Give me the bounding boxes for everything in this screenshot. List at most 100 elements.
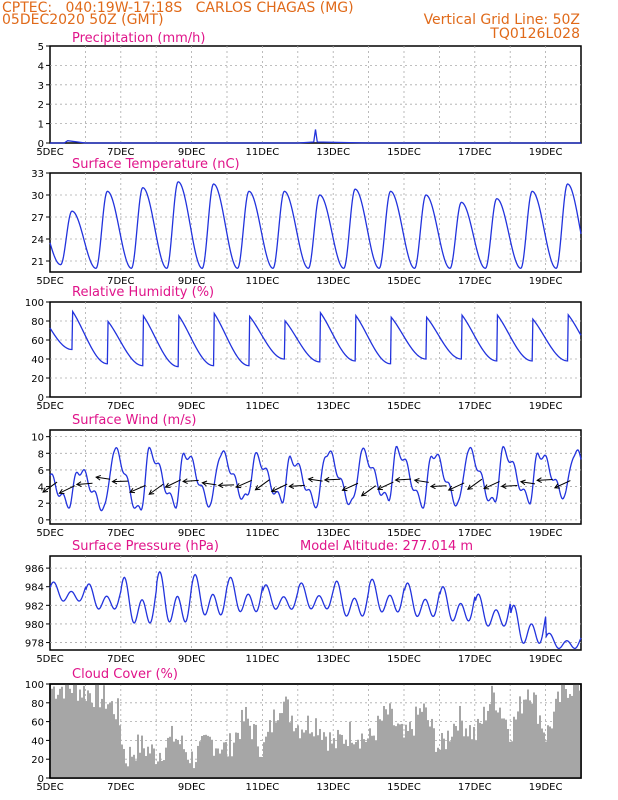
cloud-bar [383, 705, 385, 778]
cloud-bar [363, 739, 365, 778]
cloud-bar [455, 726, 457, 778]
cloud-bar [377, 715, 379, 778]
cloud-xtick-label: 15DEC [387, 782, 421, 793]
cloud-bar [517, 711, 519, 778]
cloud-bar [345, 739, 347, 778]
pres-ytick-label: 978 [25, 639, 44, 650]
cloud-bar [359, 748, 361, 778]
cloud-bar [65, 684, 67, 778]
cloud-bar [379, 719, 381, 778]
cloud-bar [193, 768, 195, 778]
temp-series-line [49, 181, 582, 270]
cloud-bar [343, 743, 345, 778]
cloud-bar [293, 731, 295, 778]
cloud-bar [211, 739, 213, 778]
precip-xtick-label: 15DEC [387, 147, 421, 158]
cloud-bar [565, 689, 567, 778]
cloud-bar [387, 714, 389, 778]
cloud-bar [231, 756, 233, 778]
cloud-bar [327, 750, 329, 778]
cloud-bar [265, 736, 267, 778]
cloud-bar [167, 737, 169, 778]
cloud-bar [187, 759, 189, 778]
cloud-bar [341, 734, 343, 778]
precip-title: Precipitation (mm/h) [72, 31, 205, 46]
cloud-bar [503, 718, 505, 778]
cloud-bar [473, 727, 475, 778]
cloud-bar [331, 743, 333, 778]
cloud-bar [255, 724, 257, 778]
cloud-bar [427, 720, 429, 778]
rh-ytick-label: 0 [38, 393, 44, 404]
pres-title: Surface Pressure (hPa) [72, 539, 219, 554]
wind-arrow [554, 480, 571, 489]
cloud-bar [335, 748, 337, 778]
cloud-bar [529, 700, 531, 778]
cloud-xtick-label: 9DEC [178, 782, 205, 793]
wind-arrow-head [376, 484, 383, 491]
cloud-bar [273, 709, 275, 778]
cloud-bar [221, 749, 223, 778]
cloud-bar [189, 763, 191, 778]
cloud-bar [243, 721, 245, 778]
cloud-bar [559, 702, 561, 778]
wind-arrow-head [519, 479, 526, 486]
cloud-bar [295, 728, 297, 778]
cloud-bar [195, 762, 197, 778]
cloud-bar [111, 701, 113, 778]
wind-ytick-label: 4 [38, 483, 44, 494]
cloud-bar [487, 710, 489, 778]
wind-arrow [289, 484, 305, 487]
wind-arrow-head [553, 483, 560, 489]
wind-arrow [483, 480, 500, 490]
cloud-ytick-label: 100 [25, 680, 44, 691]
temp-xtick-label: 13DEC [316, 276, 350, 287]
cloud-bar [507, 728, 509, 778]
cloud-bar [259, 756, 261, 778]
cloud-bar [117, 698, 119, 778]
wind-arrow-head [148, 489, 155, 495]
rh-frame [49, 301, 582, 398]
cloud-bar [159, 752, 161, 778]
cloud-bar [445, 749, 447, 778]
cloud-bar [277, 720, 279, 778]
wind-arrow [148, 483, 164, 495]
wind-arrow-head [129, 487, 136, 494]
cloud-bar [183, 749, 185, 778]
cloud-bar [443, 738, 445, 778]
cloud-bar [477, 718, 479, 778]
cloud-xtick-label: 7DEC [107, 782, 134, 793]
cloud-bar [149, 753, 151, 778]
cloud-xtick-label: 5DEC [36, 782, 63, 793]
cloud-bar [479, 722, 481, 778]
temp-xtick-label: 5DEC [36, 276, 63, 287]
cloud-ytick-label: 20 [31, 755, 44, 766]
cloud-bar [181, 735, 183, 778]
cloud-bar [133, 754, 135, 778]
precip-xtick-label: 5DEC [36, 147, 63, 158]
cloud-bar [407, 731, 409, 778]
pres-xtick-label: 7DEC [107, 654, 134, 665]
cloud-bar [483, 706, 485, 778]
cloud-bar [537, 723, 539, 778]
wind-arrow [255, 479, 270, 491]
cloud-bar [493, 692, 495, 778]
cloud-bar [527, 689, 529, 778]
cloud-bar [53, 686, 55, 778]
temp-ytick-label: 33 [31, 169, 44, 180]
cloud-bar [283, 701, 285, 778]
cloud-bar [207, 735, 209, 778]
wind-arrow-head [447, 485, 454, 491]
cloud-bar [419, 708, 421, 778]
cloud-bar [199, 741, 201, 778]
cloud-bar [539, 715, 541, 778]
cloud-bar [571, 695, 573, 778]
cloud-bar [449, 741, 451, 778]
cloud-bar [77, 700, 79, 778]
cloud-bar [169, 736, 171, 778]
cloud-bar [499, 707, 501, 778]
cloud-bar [321, 739, 323, 778]
wind-arrow [59, 485, 76, 494]
cloud-bar [437, 747, 439, 778]
cloud-bar [245, 706, 247, 778]
